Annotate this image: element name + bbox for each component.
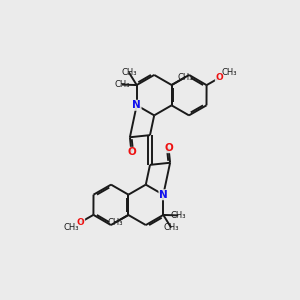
Text: O: O [215, 74, 223, 82]
Text: CH₃: CH₃ [114, 80, 130, 89]
Text: O: O [164, 143, 173, 153]
Text: CH₃: CH₃ [121, 68, 136, 77]
Text: CH₃: CH₃ [107, 218, 123, 227]
Text: CH₃: CH₃ [164, 223, 179, 232]
Text: CH₃: CH₃ [63, 223, 79, 232]
Text: N: N [159, 190, 168, 200]
Text: N: N [132, 100, 141, 110]
Text: O: O [77, 218, 85, 226]
Text: CH₃: CH₃ [177, 73, 193, 82]
Text: CH₃: CH₃ [170, 211, 186, 220]
Text: O: O [127, 147, 136, 157]
Text: CH₃: CH₃ [221, 68, 237, 77]
